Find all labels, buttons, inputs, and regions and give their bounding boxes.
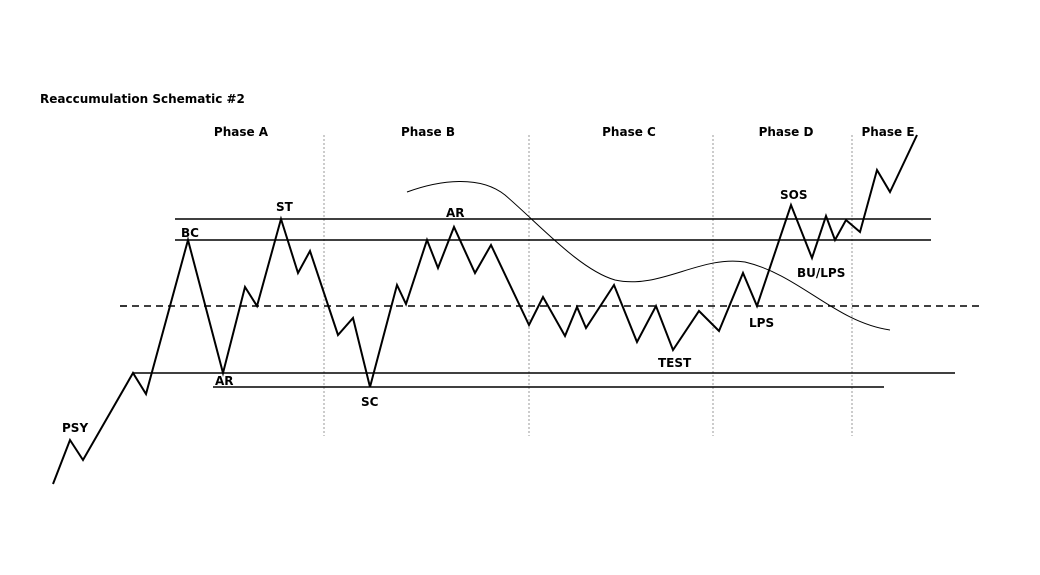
price-path	[52, 134, 918, 485]
label-psy: PSY	[62, 421, 88, 435]
phase-label-c: Phase C	[602, 125, 656, 139]
label-sos: SOS	[780, 188, 808, 202]
phase-label-a: Phase A	[214, 125, 269, 139]
label-ar-high: AR	[446, 206, 465, 220]
label-test: TEST	[658, 356, 692, 370]
label-bu-lps: BU/LPS	[797, 266, 845, 280]
supply-demand-curve	[406, 181, 891, 331]
label-st: ST	[276, 200, 294, 214]
phase-label-b: Phase B	[401, 125, 455, 139]
phase-dividers	[323, 135, 853, 436]
label-ar-low: AR	[215, 374, 234, 388]
label-sc: SC	[361, 395, 379, 409]
phase-label-e: Phase E	[861, 125, 914, 139]
label-bc: BC	[181, 226, 199, 240]
phase-label-d: Phase D	[759, 125, 814, 139]
label-lps: LPS	[749, 316, 774, 330]
page-title: Reaccumulation Schematic #2	[40, 92, 245, 106]
